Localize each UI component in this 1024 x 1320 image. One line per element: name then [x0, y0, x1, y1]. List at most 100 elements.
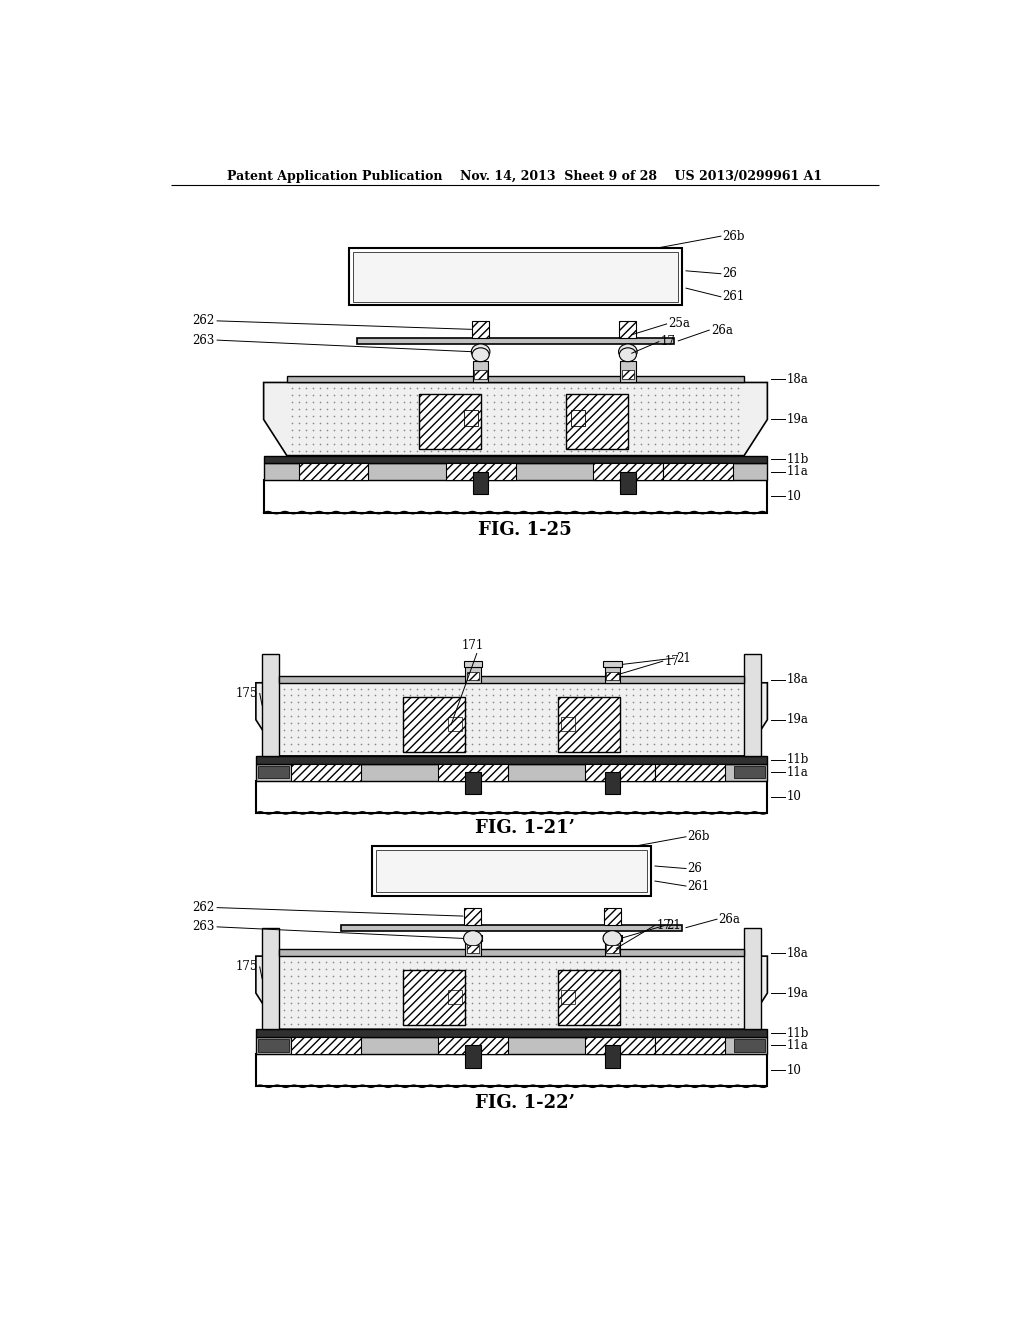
Bar — [621, 360, 636, 383]
Text: 18a: 18a — [786, 673, 809, 686]
Text: 11a: 11a — [786, 766, 809, 779]
Bar — [621, 331, 636, 338]
Text: 10: 10 — [786, 1064, 802, 1077]
Bar — [604, 908, 621, 924]
Ellipse shape — [618, 345, 637, 359]
Polygon shape — [263, 383, 767, 455]
Text: 19a: 19a — [786, 713, 809, 726]
Text: 26a: 26a — [711, 323, 733, 337]
Bar — [263, 463, 767, 480]
Bar — [258, 766, 289, 779]
Bar — [593, 463, 663, 480]
Bar — [465, 941, 480, 956]
Bar — [467, 945, 479, 953]
Ellipse shape — [464, 931, 482, 946]
Bar — [352, 252, 678, 302]
Bar — [472, 321, 489, 338]
Text: 26b: 26b — [687, 830, 710, 843]
Bar — [263, 455, 767, 463]
Bar — [349, 248, 682, 305]
Polygon shape — [256, 956, 767, 1030]
Bar — [734, 1039, 765, 1052]
Text: 175: 175 — [236, 961, 258, 973]
Bar — [464, 411, 477, 425]
Bar — [280, 949, 744, 956]
Bar — [403, 970, 465, 1026]
Bar — [341, 924, 682, 931]
Bar — [561, 717, 575, 730]
Bar — [256, 1030, 767, 1038]
Bar — [438, 763, 508, 780]
Bar — [603, 935, 622, 941]
Text: 11a: 11a — [786, 465, 809, 478]
Bar — [262, 928, 280, 1030]
Text: 26b: 26b — [722, 230, 744, 243]
Text: Patent Application Publication    Nov. 14, 2013  Sheet 9 of 28    US 2013/029996: Patent Application Publication Nov. 14, … — [227, 169, 822, 182]
Bar — [558, 697, 621, 752]
Text: 261: 261 — [687, 879, 710, 892]
Bar — [473, 471, 488, 494]
Text: 11a: 11a — [786, 1039, 809, 1052]
Text: 262: 262 — [193, 902, 215, 915]
Text: 261: 261 — [722, 290, 744, 304]
Bar — [280, 676, 744, 682]
Bar — [606, 672, 618, 680]
Text: 21: 21 — [667, 919, 681, 932]
Bar — [558, 970, 621, 1026]
Bar — [419, 395, 480, 449]
Bar — [464, 661, 482, 668]
Bar — [287, 376, 744, 383]
Bar — [465, 668, 480, 682]
Bar — [603, 661, 622, 668]
Text: 175: 175 — [236, 686, 258, 700]
Ellipse shape — [603, 931, 622, 946]
Bar — [465, 772, 480, 795]
Text: 11b: 11b — [786, 453, 809, 466]
Bar — [566, 395, 628, 449]
Text: 263: 263 — [193, 920, 215, 933]
Text: FIG. 1-25: FIG. 1-25 — [478, 520, 571, 539]
Bar — [376, 850, 647, 892]
Text: 19a: 19a — [786, 986, 809, 999]
Text: 18a: 18a — [786, 946, 809, 960]
Text: 11b: 11b — [786, 1027, 809, 1040]
Bar — [438, 1038, 508, 1053]
Bar — [372, 846, 651, 896]
Bar — [464, 935, 482, 941]
Bar — [663, 463, 732, 480]
Bar — [620, 321, 636, 338]
Bar — [256, 756, 767, 763]
Text: 17: 17 — [660, 335, 675, 348]
Bar — [586, 1038, 655, 1053]
Bar — [604, 668, 621, 682]
Ellipse shape — [471, 345, 489, 359]
Bar — [291, 763, 360, 780]
Bar — [655, 1038, 725, 1053]
Bar — [744, 928, 761, 1030]
Bar — [561, 990, 575, 1003]
Text: 25a: 25a — [669, 317, 690, 330]
Bar — [262, 655, 280, 756]
Bar — [606, 945, 618, 953]
Text: FIG. 1-22’: FIG. 1-22’ — [475, 1094, 574, 1113]
Text: FIG. 1-21’: FIG. 1-21’ — [475, 820, 574, 837]
Polygon shape — [256, 682, 767, 756]
Bar — [256, 763, 767, 780]
Text: 19a: 19a — [786, 413, 809, 426]
Text: 263: 263 — [193, 334, 215, 347]
Bar — [256, 1053, 767, 1086]
Bar — [449, 990, 462, 1003]
Text: 21: 21 — [676, 652, 690, 665]
Bar — [256, 1038, 767, 1053]
Bar — [586, 763, 655, 780]
Bar — [655, 763, 725, 780]
Bar — [604, 941, 621, 956]
Bar — [467, 672, 479, 680]
Text: 17: 17 — [656, 919, 672, 932]
Bar — [734, 766, 765, 779]
Bar — [473, 331, 488, 338]
Ellipse shape — [472, 348, 489, 362]
Bar — [356, 338, 675, 345]
Text: 26: 26 — [687, 862, 702, 875]
Bar — [604, 772, 621, 795]
